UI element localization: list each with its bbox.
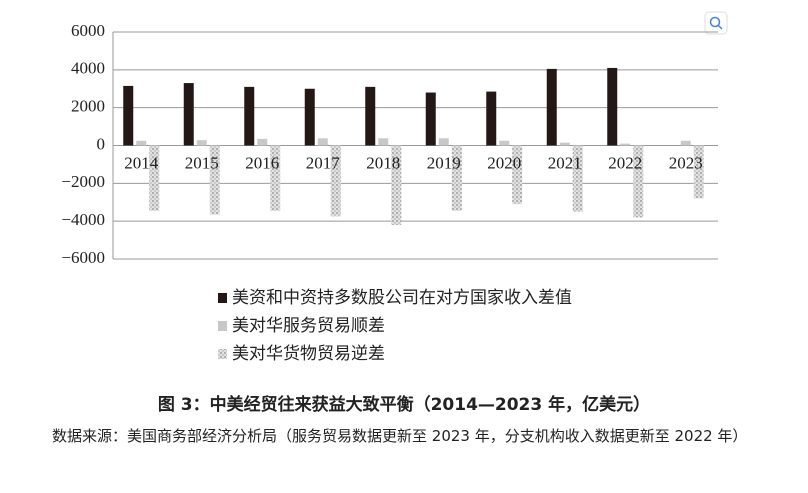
legend-swatch — [218, 349, 227, 359]
bar — [607, 67, 618, 146]
bar — [512, 145, 523, 205]
bar — [330, 145, 341, 217]
bar — [693, 145, 704, 199]
x-tick-label: 2020 — [487, 153, 521, 172]
bar — [244, 86, 255, 146]
y-tick-label: 6000 — [71, 21, 105, 40]
bar — [451, 145, 462, 211]
bar — [209, 145, 220, 215]
x-tick-label: 2018 — [366, 153, 400, 172]
legend-swatch — [218, 321, 227, 331]
x-tick-label: 2016 — [245, 153, 279, 172]
bar — [425, 92, 436, 146]
chart-title: 图 3：中美经贸往来获益大致平衡（2014—2023 年，亿美元） — [157, 395, 651, 415]
bar — [486, 91, 497, 146]
y-tick-label: 0 — [97, 134, 106, 153]
bar — [257, 138, 268, 146]
bar — [438, 138, 449, 146]
bar — [304, 88, 315, 146]
chart: −6000 −4000 −2000 0 2000 4000 6000 2014 2015 2016… — [61, 11, 728, 364]
x-tick-label: 2019 — [427, 153, 461, 172]
bar — [270, 145, 281, 211]
bar — [365, 86, 376, 146]
bar — [196, 140, 207, 146]
x-tick-label: 2021 — [548, 153, 582, 172]
bar — [136, 140, 147, 146]
legend-label: 美对华服务贸易顺差 — [232, 316, 385, 336]
bar — [572, 145, 583, 212]
x-tick-label: 2014 — [124, 153, 159, 172]
bar — [559, 142, 570, 146]
x-tick-label: 2022 — [608, 153, 642, 172]
zoom-icon[interactable] — [704, 11, 728, 35]
y-tick-label: −2000 — [61, 172, 105, 191]
y-tick-label: 4000 — [71, 59, 105, 78]
bar — [633, 145, 644, 218]
legend-label: 美对华货物贸易逆差 — [232, 344, 385, 364]
x-tick-label: 2023 — [669, 153, 703, 172]
bar — [317, 138, 328, 146]
y-tick-label: −6000 — [61, 248, 105, 267]
bar — [123, 85, 134, 146]
x-tick-label: 2015 — [185, 153, 219, 172]
bar — [546, 68, 557, 146]
bar — [183, 83, 194, 146]
bar — [499, 140, 510, 146]
bar — [620, 143, 631, 146]
legend-label: 美资和中资持多数股公司在对方国家收入差值 — [232, 288, 572, 308]
y-tick-label: −4000 — [61, 210, 105, 229]
bar — [149, 145, 160, 211]
bar — [391, 145, 402, 225]
bar — [680, 140, 691, 146]
legend-swatch — [218, 293, 227, 303]
x-tick-label: 2017 — [306, 153, 341, 172]
source-note: 数据来源：美国商务部经济分析局（服务贸易数据更新至 2023 年，分支机构收入数… — [52, 427, 748, 445]
bar — [378, 138, 389, 146]
y-tick-label: 2000 — [71, 97, 105, 116]
